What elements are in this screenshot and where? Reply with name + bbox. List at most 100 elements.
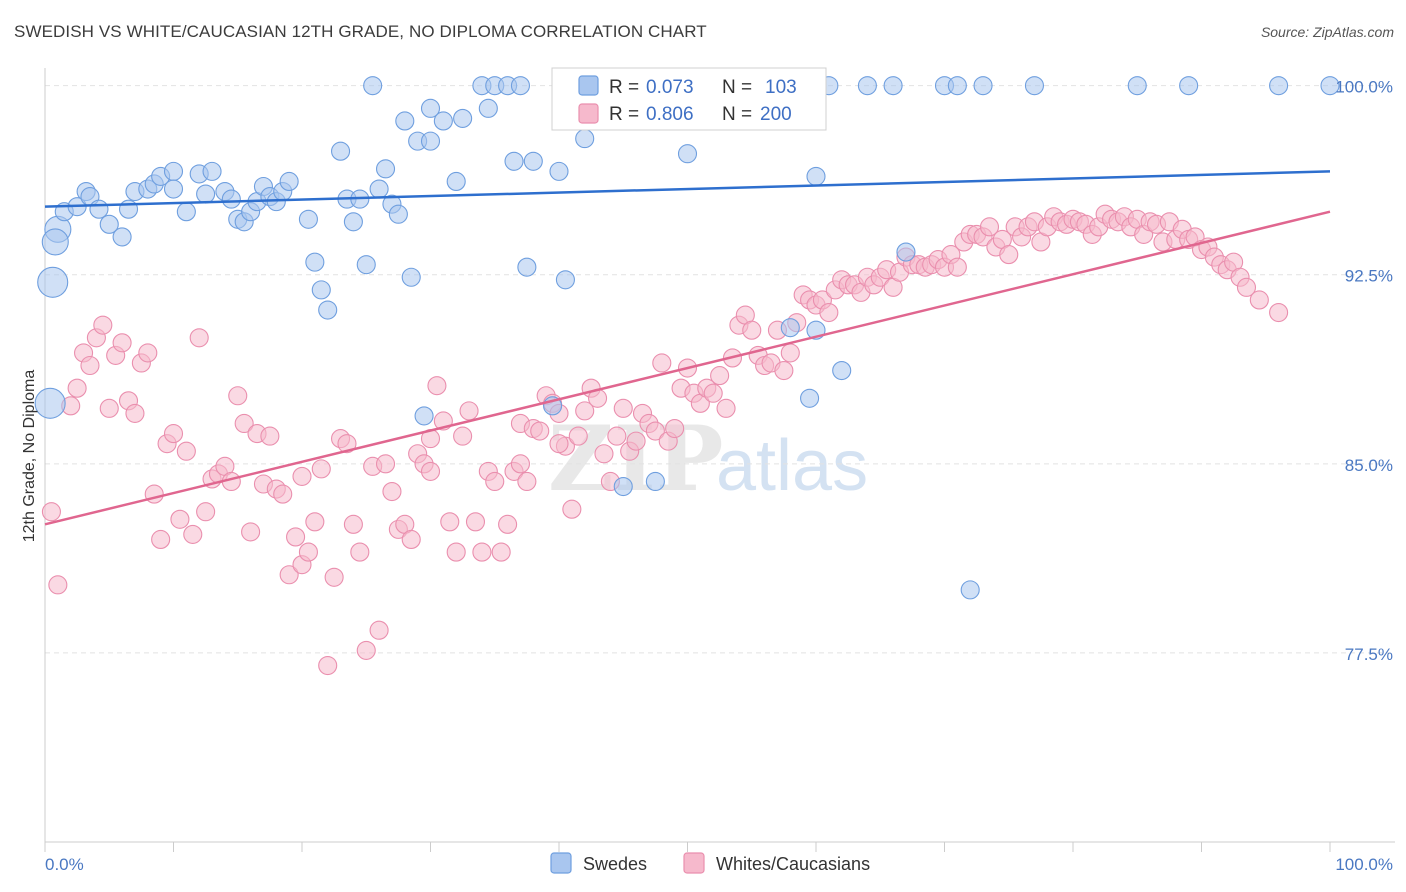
swedes-point xyxy=(973,76,993,96)
swedes-point xyxy=(504,151,524,171)
x-tick-label: 100.0% xyxy=(1335,855,1393,874)
swedes-point xyxy=(549,161,569,181)
y-tick-label: 85.0% xyxy=(1345,456,1393,475)
whites-point xyxy=(530,421,550,441)
swedes-point xyxy=(202,161,222,181)
whites-point xyxy=(318,655,338,676)
legend-swedes-n-label: N = xyxy=(722,77,752,98)
whites-point xyxy=(742,320,762,340)
y-axis-label: 12th Grade, No Diploma xyxy=(21,370,38,543)
whites-point xyxy=(112,333,132,353)
swedes-point xyxy=(420,98,441,118)
legend-whites-r: 0.806 xyxy=(646,104,694,125)
swedes-point xyxy=(363,76,383,96)
whites-point xyxy=(459,401,479,421)
whites-point xyxy=(234,413,254,434)
legend-whites-n-label: N = xyxy=(722,104,752,125)
bottom-legend-swedes-swatch xyxy=(550,852,572,874)
swedes-point xyxy=(960,580,980,600)
legend-whites-r-label: R = xyxy=(609,104,639,125)
whites-point xyxy=(48,575,68,595)
swedes-point xyxy=(356,255,376,275)
swedes-point xyxy=(163,161,184,181)
swedes-point xyxy=(883,76,903,96)
swedes-point xyxy=(1024,76,1044,96)
whites-point xyxy=(138,343,158,363)
swedes-point xyxy=(89,199,109,219)
whites-point xyxy=(170,509,190,529)
bottom-legend-swedes: Swedes xyxy=(583,854,647,874)
swedes-point xyxy=(221,189,241,209)
whites-point xyxy=(1249,290,1269,310)
whites-point xyxy=(491,542,511,562)
whites-point xyxy=(517,471,537,492)
whites-point xyxy=(427,376,447,396)
whites-point xyxy=(665,418,685,439)
watermark-zip: ZIP xyxy=(548,406,723,512)
whites-point xyxy=(260,426,280,446)
whites-point xyxy=(356,640,376,660)
swedes-point xyxy=(453,108,473,128)
swedes-point xyxy=(311,280,331,300)
swedes-point xyxy=(832,360,852,381)
swedes-point xyxy=(343,212,363,232)
swedes-point xyxy=(1269,76,1289,96)
whites-point xyxy=(369,620,389,640)
swedes-point xyxy=(857,76,877,96)
whites-point xyxy=(440,512,460,532)
whites-point xyxy=(703,383,723,403)
swedes-point xyxy=(196,184,216,204)
whites-point xyxy=(446,542,466,562)
legend-whites-n: 200 xyxy=(760,104,792,125)
legend-swedes-r-label: R = xyxy=(609,77,639,98)
whites-point xyxy=(176,441,196,461)
swedes-point xyxy=(947,76,967,96)
whites-point xyxy=(453,426,473,446)
swedes-point xyxy=(613,476,633,497)
swedes-point xyxy=(318,300,338,320)
whites-point xyxy=(465,512,486,532)
whites-point xyxy=(324,567,344,587)
whites-point xyxy=(305,512,325,532)
whites-point xyxy=(41,502,61,522)
swedes-point xyxy=(645,471,665,492)
whites-point xyxy=(979,217,1000,237)
whites-point xyxy=(292,466,312,486)
whites-point xyxy=(151,529,171,550)
swedes-point xyxy=(118,199,139,219)
zipatlas-watermark: ZIP atlas xyxy=(548,406,868,512)
whites-point xyxy=(337,434,357,454)
whites-point xyxy=(510,454,531,474)
whites-point xyxy=(80,355,100,376)
whites-point xyxy=(710,366,730,386)
whites-point xyxy=(819,303,839,323)
swedes-point xyxy=(1179,76,1199,96)
whites-point xyxy=(607,426,627,446)
whites-point xyxy=(568,426,588,446)
swedes-point xyxy=(414,406,434,426)
axes xyxy=(44,68,1395,852)
whites-point xyxy=(498,514,518,534)
swedes-point xyxy=(279,171,299,192)
y-tick-label: 100.0% xyxy=(1335,78,1393,97)
whites-point xyxy=(562,499,582,519)
swedes-point xyxy=(375,159,396,179)
whites-point xyxy=(472,542,492,562)
swedes-point xyxy=(896,242,916,262)
swedes-point xyxy=(395,111,415,131)
whites-point xyxy=(645,421,665,441)
whites-point xyxy=(298,542,318,562)
y-tick-label: 92.5% xyxy=(1345,267,1393,286)
y-tick-label: 77.5% xyxy=(1345,645,1393,664)
swedes-point xyxy=(446,171,466,192)
watermark-atlas: atlas xyxy=(716,426,868,506)
whites-point xyxy=(774,360,794,381)
whites-point xyxy=(99,398,119,418)
swedes-point xyxy=(298,209,318,229)
source-label: Source: ZipAtlas.com xyxy=(1260,24,1394,40)
whites-point xyxy=(189,328,209,348)
whites-point xyxy=(575,401,595,421)
whites-point xyxy=(273,484,293,504)
swedes-point xyxy=(517,257,537,277)
